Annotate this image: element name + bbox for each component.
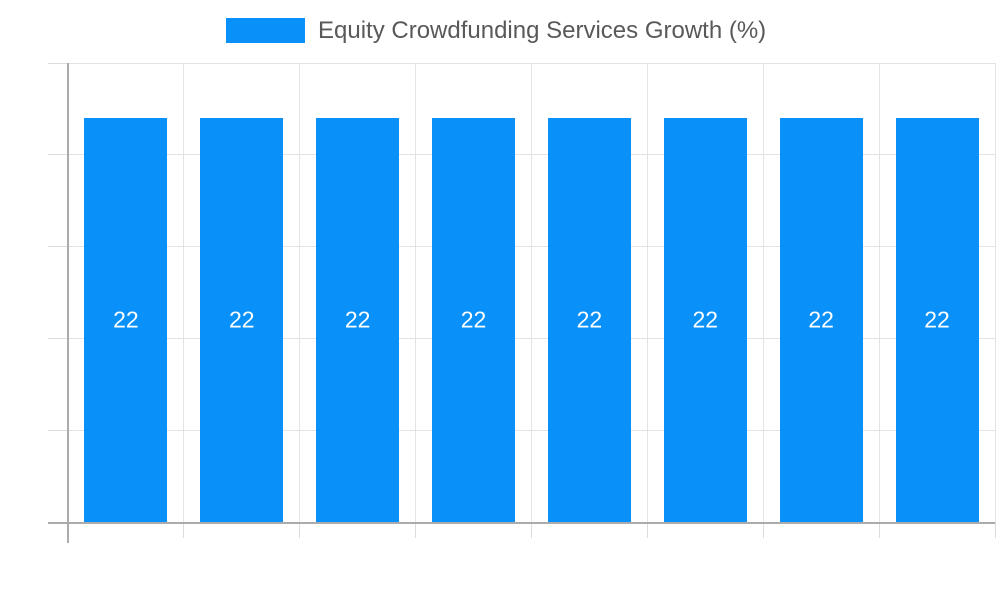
x-axis-line [48,522,995,524]
y-tick-mark [48,429,68,431]
x-tick-mark [878,522,880,538]
y-tick-mark [48,246,68,248]
bar-value-label: 22 [692,306,719,333]
bar-value-label: 22 [576,306,603,333]
y-axis-tick-label [0,508,46,536]
y-tick-mark [48,337,68,339]
gridline-v [878,63,880,522]
legend-label: Equity Crowdfunding Services Growth (%) [318,17,767,44]
y-axis-tick-label [0,141,46,169]
bar[interactable]: 22 [84,118,168,522]
plot-area: 22 22 22 22 22 22 22 22 [48,62,996,543]
bar[interactable]: 22 [547,118,631,522]
y-axis-tick-label [0,324,46,352]
bar-value-label: 22 [924,306,950,333]
legend-swatch [226,18,305,43]
bar-value-label: 22 [344,306,371,333]
gridline-v [762,63,764,522]
y-axis-tick-label [0,49,46,77]
bar[interactable]: 22 [663,118,747,522]
legend[interactable]: Equity Crowdfunding Services Growth (%) [0,0,1000,56]
bar[interactable]: 22 [779,118,863,522]
bar[interactable]: 22 [432,118,516,522]
bar[interactable]: 22 [200,118,284,522]
bar-value-label: 22 [460,306,487,333]
gridline-v [531,63,532,522]
x-tick-mark [646,522,648,538]
x-tick-mark [762,522,764,538]
gridline-v [415,63,417,522]
bar-value-label: 22 [113,306,139,333]
gridline-v [183,63,185,522]
x-tick-mark [183,522,185,538]
y-axis-tick-label [0,416,46,444]
gridline-v [994,63,996,522]
bar[interactable]: 22 [316,118,400,522]
bar-value-label: 22 [229,306,255,333]
x-tick-mark [415,522,417,538]
x-tick-mark [531,522,532,538]
x-tick-mark [994,522,996,538]
gridline-v [646,63,648,522]
bar-value-label: 22 [808,306,834,333]
y-tick-mark [48,154,68,156]
bar[interactable]: 22 [895,118,979,522]
gridline-v [299,63,301,522]
y-axis-line [67,63,69,543]
y-axis-tick-label [0,233,46,261]
y-tick-mark [48,62,68,64]
x-tick-mark [299,522,301,538]
